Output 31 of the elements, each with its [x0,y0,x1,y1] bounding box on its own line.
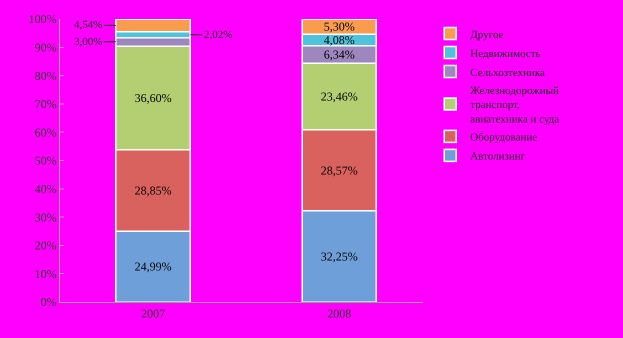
data-label: 3,00% [74,36,102,48]
y-tick-label: 80% [34,68,57,83]
data-label: 28,85% [134,183,172,198]
legend-label: Другое [470,28,504,41]
data-label: 4,54% [74,19,102,31]
legend-label: Железнодорожный транспорт, авиатехника и суда [470,84,560,126]
data-label: 23,46% [320,90,358,104]
legend-label: Оборудование [470,132,538,144]
y-tick-label: 10% [34,266,57,281]
data-label: 24,99% [134,260,172,274]
legend-label: Недвижимость [470,48,541,60]
data-label: 4,08% [324,32,355,47]
data-label: 36,60% [134,90,172,105]
data-label: 28,57% [320,163,358,178]
y-tick-label: 20% [34,238,57,253]
legend-label: Автолизинг [470,150,526,163]
data-label: 32,25% [320,249,358,264]
data-label: 5,30% [324,20,355,34]
y-tick-label: 50% [34,154,57,168]
y-tick-label: 70% [34,97,57,112]
x-tick-label: 2007 [141,306,166,320]
data-label: 6,34% [324,48,355,62]
y-tick-label: 90% [34,40,57,54]
x-tick-label: 2008 [327,306,352,320]
y-tick-label: 100% [28,12,57,26]
legend-label: Сельхозтехника [470,66,546,79]
y-tick-label: 40% [34,182,57,196]
y-tick-label: 30% [34,210,57,224]
y-tick-label: 0% [40,295,57,310]
y-tick-label: 60% [34,125,57,140]
data-label: 2,02% [204,29,232,41]
